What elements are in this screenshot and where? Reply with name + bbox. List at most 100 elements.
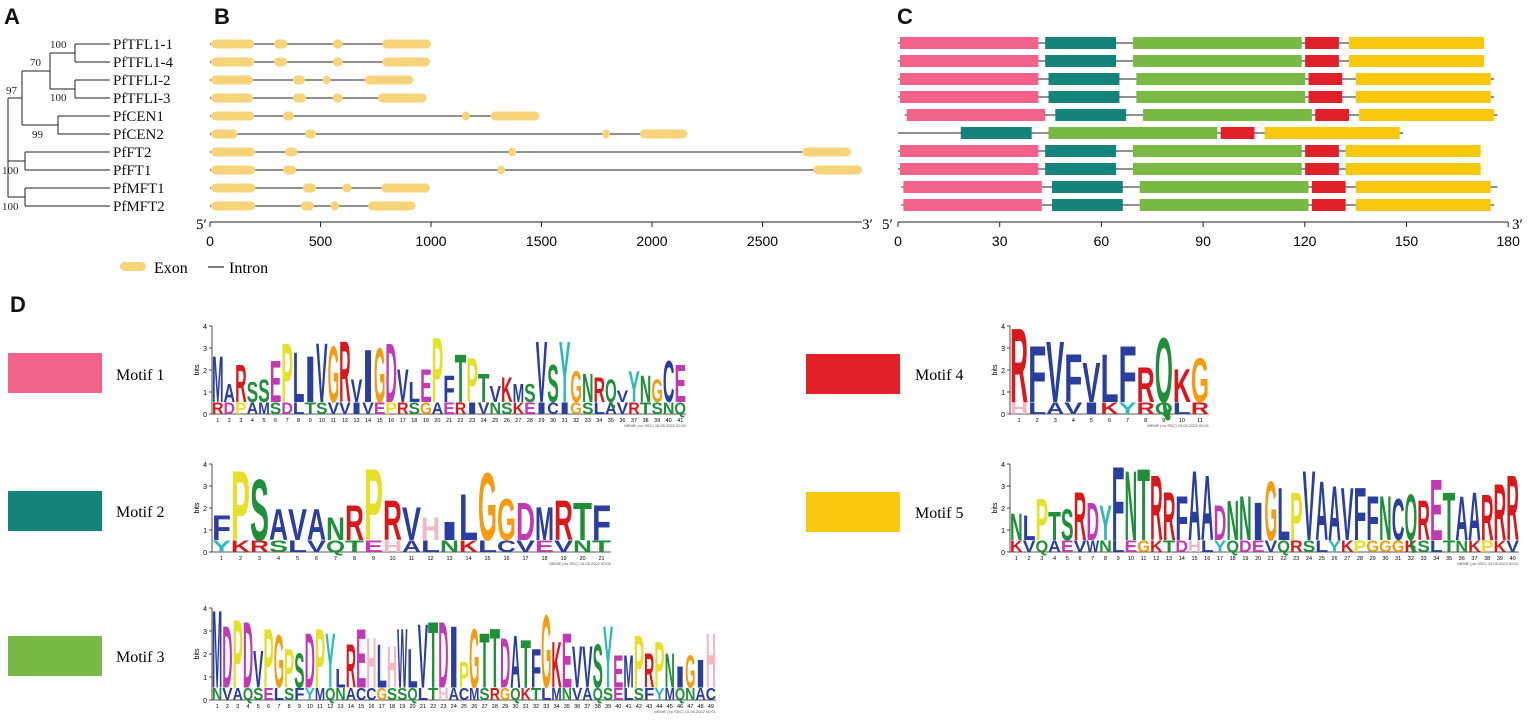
logo-position-label: 2: [228, 418, 231, 424]
logo-position-label: 34: [1433, 556, 1439, 562]
motif-2-logo: 01234bitsYF1KP2RS3SA4LV5VA6QN7TR8EP9HR10…: [194, 448, 612, 566]
logo-letter: R: [1506, 457, 1519, 560]
logo-y-tick-label: 0: [203, 412, 207, 419]
logo-position-label: 14: [465, 556, 471, 562]
logo-letter: G: [469, 611, 479, 706]
logo-letter: S: [250, 461, 269, 559]
logo-minor-letter: I: [466, 399, 478, 418]
tree-root: [7, 97, 25, 198]
logo-letter: N: [1010, 506, 1023, 549]
motif-block: [1305, 163, 1339, 175]
panel-label-c: C: [897, 4, 913, 29]
gene-name: PfCEN1: [113, 109, 164, 125]
logo-minor-letter: E: [263, 684, 273, 704]
logo-position-label: 34: [596, 418, 602, 424]
logo-y-label: bits: [194, 364, 201, 375]
logo-minor-letter: T: [1163, 537, 1176, 556]
motif-block: [1349, 37, 1485, 49]
logo-minor-letter: K: [1100, 399, 1118, 418]
exon-block: [285, 147, 298, 157]
logo-minor-letter: A: [449, 684, 459, 704]
logo-letter: S: [547, 353, 559, 413]
logo-minor-letter: D: [281, 399, 293, 418]
logo-minor-letter: S: [316, 399, 328, 418]
logo-letter: T: [573, 491, 592, 551]
logo-position-label: 41: [626, 704, 632, 710]
exon-block: [602, 129, 611, 139]
gene-name: PfCEN2: [113, 127, 164, 143]
logo-minor-letter: Q: [1155, 399, 1173, 418]
motif-axis-ticks: 0 30 60 90 120 150 180: [894, 222, 1520, 249]
logo-minor-letter: N: [1455, 537, 1468, 556]
logo-y-tick-label: 3: [1001, 346, 1005, 353]
logo-letter: G: [497, 486, 516, 553]
logo-position-label: 16: [388, 418, 394, 424]
bootstrap-value: 100: [2, 165, 19, 177]
logo-minor-letter: H: [438, 684, 448, 704]
logo-position-label: 21: [420, 704, 426, 710]
panel-label-d: D: [10, 292, 26, 317]
logo-minor-letter: P: [1354, 537, 1367, 556]
logo-minor-letter: V: [222, 684, 232, 704]
logo-letter: Q: [1404, 480, 1417, 554]
motif-block: [1345, 145, 1481, 157]
logo-letter: G: [1191, 345, 1209, 416]
logo-position-label: 15: [1191, 556, 1197, 562]
logo-minor-letter: K: [231, 537, 250, 556]
logo-minor-letter: K: [1341, 537, 1354, 556]
logo-y-tick-label: 0: [203, 550, 207, 557]
logo-position-label: 23: [440, 704, 446, 710]
logo-position-label: 30: [512, 704, 518, 710]
logo-y-tick-label: 0: [1001, 412, 1005, 419]
logo-position-label: 10: [389, 556, 395, 562]
gene-name: PfMFT1: [113, 181, 165, 197]
logo-y-tick-label: 3: [203, 629, 207, 636]
logo-position-label: 33: [1421, 556, 1427, 562]
logo-minor-letter: S: [387, 684, 397, 704]
logo-position-label: 3: [258, 556, 261, 562]
logo-position-label: 6: [267, 704, 270, 710]
motif-block: [1315, 109, 1350, 121]
logo-position-label: 19: [399, 704, 405, 710]
logo-minor-letter: N: [573, 537, 592, 556]
logo-minor-letter: L: [1028, 399, 1046, 418]
logo-letter: E: [420, 359, 432, 412]
logo-letter: G: [1265, 463, 1278, 558]
logo-letter: Q: [605, 373, 617, 409]
logo-minor-letter: L: [623, 684, 633, 704]
motif-block: [1359, 109, 1495, 121]
gene-name: PfTFL1-1: [113, 37, 173, 53]
logo-letter: F: [1366, 483, 1379, 554]
logo-position-label: 1: [220, 556, 223, 562]
motif-block: [1139, 181, 1309, 193]
logo-position-label: 7: [334, 556, 337, 562]
logo-minor-letter: D: [1239, 537, 1252, 556]
logo-position-label: 21: [598, 556, 604, 562]
logo-letter: V: [351, 373, 363, 409]
logo-position-label: 25: [1319, 556, 1325, 562]
logo-minor-letter: R: [1290, 537, 1303, 556]
logo-letter: I: [675, 660, 685, 694]
logo-letter: F: [1028, 330, 1046, 420]
logo-letter: R: [1417, 489, 1430, 552]
logo-position-label: 19: [560, 556, 566, 562]
logo-position-label: 27: [515, 418, 521, 424]
logo-position-label: 22: [430, 704, 436, 710]
logo-minor-letter: L: [293, 399, 305, 418]
exon-legend-swatch: [120, 262, 146, 271]
logo-position-label: 4: [251, 418, 254, 424]
logo-y-label: bits: [194, 648, 201, 659]
logo-position-label: 4: [277, 556, 280, 562]
logo-letter: A: [1328, 469, 1341, 556]
motif-block: [903, 181, 1042, 193]
logo-minor-letter: V: [1064, 399, 1082, 418]
tree-clade-cen: [57, 115, 110, 135]
logo-minor-letter: V: [1265, 537, 1278, 556]
logo-letter: T: [1443, 478, 1456, 555]
logo-letter: R: [346, 631, 356, 701]
logo-position-label: 2: [1028, 556, 1031, 562]
logo-y-tick-label: 2: [203, 368, 207, 375]
logo-position-label: 41: [677, 418, 683, 424]
logo-position-label: 9: [1162, 418, 1165, 424]
motif-structure-panel: [898, 37, 1498, 211]
